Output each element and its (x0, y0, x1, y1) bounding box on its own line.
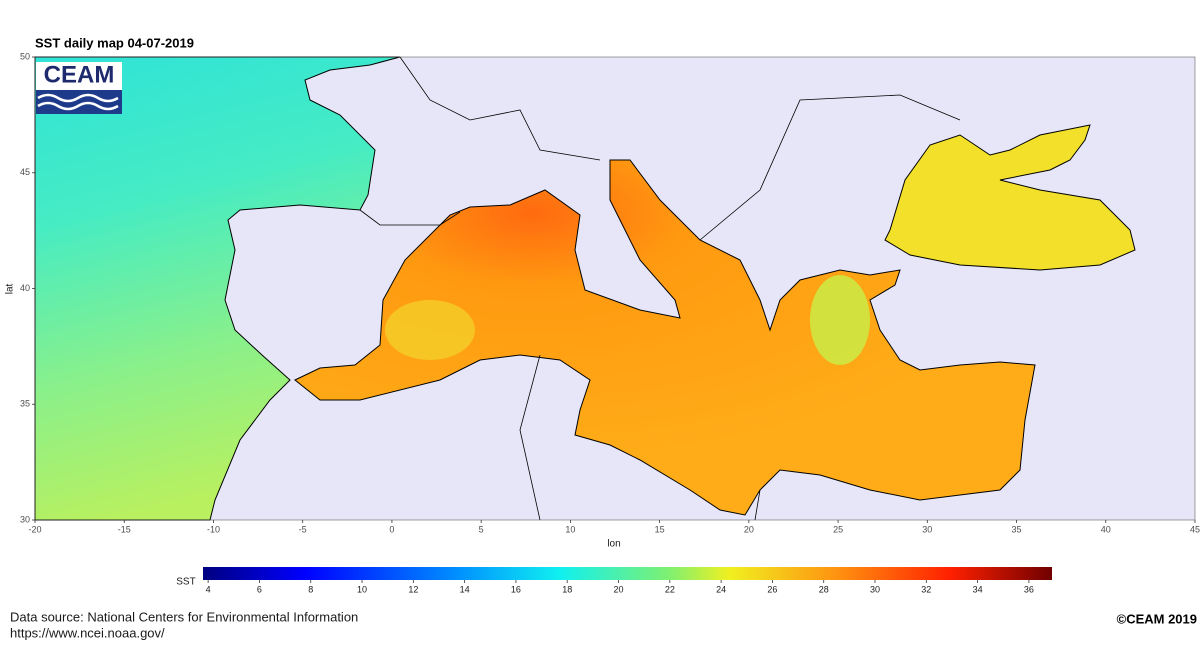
x-tick-label: 20 (744, 524, 754, 534)
colorbar-tick-label: 34 (973, 584, 983, 594)
y-axis-label: lat (5, 283, 16, 294)
colorbar-label: SST (176, 577, 195, 588)
colorbar-tick-label: 24 (716, 584, 726, 594)
borders (754, 489, 761, 521)
borders (699, 94, 961, 241)
borders (519, 354, 541, 521)
title: SST daily map 04-07-2019 (35, 35, 194, 50)
black-sea (884, 124, 1136, 271)
colorbar-tick-label: 12 (408, 584, 418, 594)
y-tick-label: 35 (20, 399, 30, 409)
logo-wave-lines (37, 93, 119, 111)
x-tick-label: -20 (28, 524, 41, 534)
x-tick-label: 0 (389, 524, 394, 534)
y-tick-label: 45 (20, 167, 30, 177)
copyright: ©CEAM 2019 (1117, 611, 1197, 626)
colorbar-tick-label: 8 (308, 584, 313, 594)
borders (399, 56, 601, 161)
map (34, 56, 1196, 521)
colorbar-tick-label: 26 (767, 584, 777, 594)
x-tick-label: 15 (655, 524, 665, 534)
y-tick-label: 50 (20, 51, 30, 61)
x-tick-label: 5 (479, 524, 484, 534)
colorbar-tick-label: 18 (562, 584, 572, 594)
colorbar-tick-label: 30 (870, 584, 880, 594)
x-tick-label: 30 (922, 524, 932, 534)
x-axis-label: lon (607, 539, 620, 550)
colorbar-tick-label: 6 (257, 584, 262, 594)
url: https://www.ncei.noaa.gov/ (10, 625, 165, 640)
x-tick-label: -5 (299, 524, 307, 534)
x-tick-label: 35 (1012, 524, 1022, 534)
x-tick-label: 40 (1101, 524, 1111, 534)
aegean (810, 275, 870, 365)
colorbar-tick-label: 20 (614, 584, 624, 594)
y-tick-label: 30 (20, 514, 30, 524)
colorbar-tick-label: 28 (819, 584, 829, 594)
x-tick-label: -10 (207, 524, 220, 534)
logo-text: CEAM (44, 61, 115, 88)
colorbar-tick-label: 4 (206, 584, 211, 594)
atlantic (34, 56, 401, 521)
mediterranean (294, 159, 1036, 516)
y-tick-label: 40 (20, 283, 30, 293)
colorbar-tick-label: 22 (665, 584, 675, 594)
colorbar-tick-label: 36 (1024, 584, 1034, 594)
x-tick-label: 25 (833, 524, 843, 534)
colorbar-tick-label: 16 (511, 584, 521, 594)
source: Data source: National Centers for Enviro… (10, 609, 358, 624)
x-tick-label: 45 (1190, 524, 1200, 534)
colorbar (203, 567, 1052, 580)
borders (359, 209, 461, 226)
colorbar-tick-label: 14 (460, 584, 470, 594)
west-med (385, 300, 475, 360)
colorbar-tick-label: 10 (357, 584, 367, 594)
colorbar-tick-label: 32 (921, 584, 931, 594)
x-tick-label: -15 (118, 524, 131, 534)
logo: CEAM (36, 61, 122, 114)
x-tick-label: 10 (565, 524, 575, 534)
